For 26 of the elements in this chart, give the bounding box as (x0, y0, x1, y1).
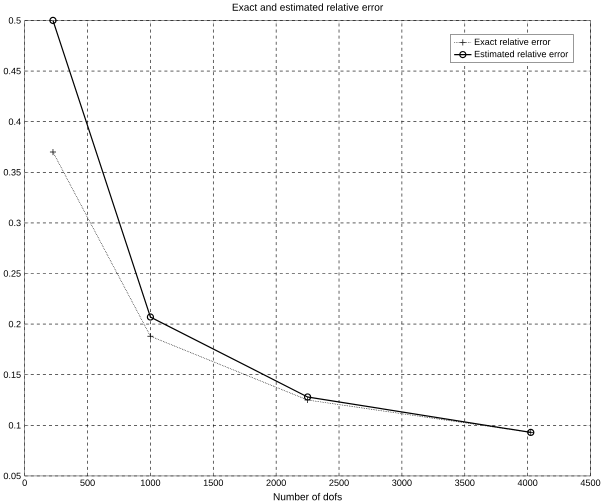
point (146, 314, 154, 321)
y-tick-label: 0.5 (8, 17, 21, 24)
y-tick-label: 0.05 (4, 472, 21, 480)
x-tick-label: 3000 (392, 480, 412, 486)
x-tick-label: 1000 (140, 480, 160, 486)
y-tick-label: 0.45 (4, 68, 21, 74)
x-tick-label: 2000 (266, 480, 286, 486)
y-tick-label: 0.35 (4, 169, 21, 176)
y-tick-label: 0.25 (4, 270, 21, 277)
x-tick-label: 3500 (454, 480, 475, 486)
x-axis-title: Number of dofs (274, 493, 342, 500)
legend-label: Estimated relative error (474, 50, 568, 58)
x-tick-label: 4000 (518, 480, 538, 486)
y-tick-label: 0.15 (4, 372, 21, 378)
x-tick-label: 2500 (329, 480, 349, 486)
y-tick-label: 0.3 (8, 220, 21, 226)
y-tick-label: 0.1 (8, 422, 21, 429)
x-tick-label: 4500 (580, 480, 600, 486)
x-tick-label: 0 (22, 480, 27, 486)
legend-label: Exact relative error (474, 38, 550, 46)
x-tick-label: 1500 (204, 480, 224, 486)
point (304, 393, 312, 401)
chart-title: Exact and estimated relative error (232, 4, 384, 11)
y-tick-label: 0.2 (8, 321, 21, 328)
x-tick-label: 500 (80, 480, 95, 486)
y-tick-label: 0.4 (8, 118, 21, 126)
